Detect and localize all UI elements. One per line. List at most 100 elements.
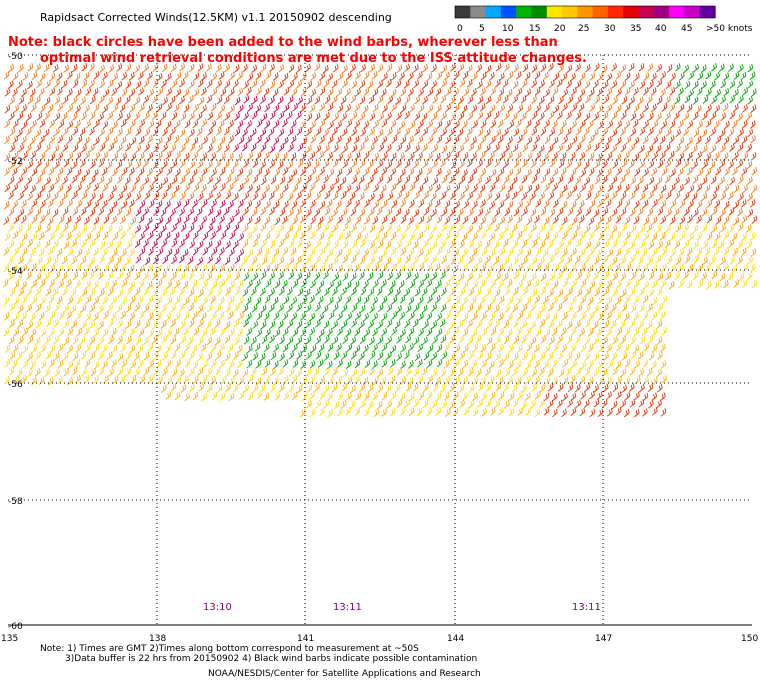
wind-barb [93, 328, 100, 337]
wind-barb [621, 223, 628, 232]
footer-note-1: Note: 1) Times are GMT 2)Times along bot… [40, 644, 419, 654]
wind-barb [611, 144, 617, 153]
wind-barb [305, 63, 311, 73]
wind-barb [485, 95, 492, 105]
wind-barb [209, 327, 216, 336]
wind-barb [711, 95, 717, 105]
wind-barb [337, 215, 343, 224]
wind-barb [138, 184, 145, 193]
wind-barb [720, 112, 727, 122]
wind-barb [637, 207, 644, 216]
wind-barb [233, 318, 240, 328]
wind-barb [211, 280, 218, 289]
wind-barb [58, 230, 64, 240]
wind-barb [300, 263, 307, 273]
wind-barb [489, 183, 496, 192]
wind-barb [206, 272, 213, 281]
wind-barb [166, 102, 172, 112]
wind-barb [377, 175, 384, 185]
wind-barb [328, 183, 334, 193]
wind-barb [210, 136, 216, 146]
wind-barb [390, 183, 397, 192]
wind-barb [511, 112, 518, 122]
wind-barb [351, 111, 358, 121]
wind-barb [332, 336, 339, 345]
wind-barb [511, 176, 518, 185]
wind-barb [659, 311, 666, 320]
wind-barb [431, 320, 438, 329]
lon-label-138: 138 [149, 634, 166, 644]
wind-barb [112, 103, 119, 113]
wind-barb [45, 176, 51, 186]
wind-barb [742, 263, 749, 272]
wind-barb [315, 336, 321, 345]
wind-barb [661, 103, 668, 112]
wind-barb [183, 152, 190, 161]
wind-barb [350, 272, 357, 282]
wind-barb [441, 223, 448, 232]
wind-barb [201, 328, 208, 338]
wind-barb [125, 191, 132, 201]
wind-barb [526, 216, 533, 226]
wind-barb [696, 200, 703, 209]
wind-barb [251, 303, 258, 313]
wind-barb [137, 344, 144, 354]
wind-barb [498, 280, 504, 289]
wind-barb [351, 303, 358, 313]
wind-barb [481, 312, 487, 321]
wind-barb [423, 239, 429, 248]
wind-barb [107, 271, 114, 281]
wind-barb [660, 71, 667, 80]
wind-barb [445, 311, 451, 320]
wind-barb [427, 104, 434, 114]
wind-barb [40, 200, 46, 209]
wind-barb [387, 287, 394, 296]
legend-swatch [607, 6, 624, 18]
wind-barb [400, 344, 407, 353]
wind-barb [98, 304, 104, 314]
wind-barb [39, 168, 46, 177]
wind-barb [575, 192, 581, 201]
wind-barb [192, 199, 198, 208]
wind-barb [381, 199, 388, 209]
wind-barb [8, 335, 15, 345]
wind-barb [702, 256, 708, 266]
wind-barb [367, 160, 374, 169]
wind-barb [710, 175, 717, 185]
wind-barb [444, 71, 450, 81]
wind-barb [56, 247, 63, 257]
wind-barb [157, 216, 164, 225]
wind-barb [45, 287, 52, 297]
wind-barb [76, 311, 82, 320]
wind-barb [207, 303, 213, 313]
wind-barb [156, 182, 163, 192]
wind-barb [747, 80, 754, 89]
wind-barb [153, 191, 160, 200]
wind-barb [328, 168, 335, 178]
wind-barb [396, 143, 403, 152]
wind-barb [695, 135, 702, 145]
wind-barb [705, 167, 712, 177]
wind-barb [175, 151, 181, 160]
wind-barb [102, 344, 108, 353]
wind-barb [417, 152, 423, 161]
wind-barb [29, 88, 36, 97]
wind-barb [413, 79, 420, 89]
wind-barb [309, 327, 315, 336]
wind-barb [417, 71, 423, 80]
wind-barb [54, 271, 61, 280]
wind-barb [594, 287, 601, 297]
wind-barb [281, 152, 288, 161]
legend-swatch [500, 6, 517, 18]
wind-barb [183, 198, 190, 208]
wind-barb [362, 232, 369, 242]
wind-barb [526, 152, 533, 162]
wind-barb [494, 288, 501, 298]
wind-barb [85, 120, 91, 129]
wind-barb [324, 207, 331, 216]
wind-barb [562, 230, 568, 240]
wind-barb [427, 87, 434, 97]
wind-barb [207, 224, 214, 233]
wind-barb [733, 279, 740, 288]
wind-barb [422, 127, 429, 136]
